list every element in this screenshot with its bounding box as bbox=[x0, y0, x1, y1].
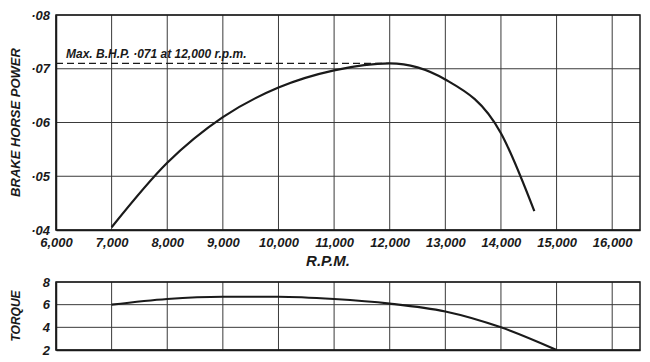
grid bbox=[56, 15, 640, 230]
grid-line-x bbox=[389, 282, 390, 350]
grid-line-x bbox=[612, 282, 613, 350]
grid-line-x bbox=[167, 282, 168, 350]
y-tick: 4 bbox=[42, 320, 56, 335]
y-tick: 2 bbox=[42, 343, 56, 358]
y-axis-line bbox=[56, 283, 58, 351]
x-tick-label: 15,000 bbox=[537, 235, 578, 250]
x-tick-label: 10,000 bbox=[259, 235, 300, 250]
plot-area bbox=[56, 63, 534, 227]
y-tick: ·08 bbox=[31, 8, 56, 23]
x-tick: 9,000 bbox=[207, 230, 240, 250]
x-tick-label: 8,000 bbox=[151, 235, 184, 250]
x-tick-label: 11,000 bbox=[315, 235, 355, 250]
y-tick: 8 bbox=[43, 275, 56, 290]
annotation-line bbox=[56, 63, 390, 64]
grid-line-x bbox=[278, 282, 279, 350]
plot-area bbox=[112, 297, 557, 350]
x-tick-label: 9,000 bbox=[207, 235, 240, 250]
x-tick: 13,000 bbox=[426, 230, 467, 250]
y-tick-label: ·08 bbox=[31, 8, 51, 23]
chart: 6,0007,0008,0009,00010,00011,00012,00013… bbox=[8, 8, 641, 269]
y-tick-label: ·07 bbox=[31, 61, 51, 76]
x-tick: 15,000 bbox=[537, 230, 578, 250]
grid-line-x bbox=[111, 282, 112, 350]
x-tick: 10,000 bbox=[259, 230, 300, 250]
grid-line-y bbox=[56, 176, 640, 177]
y-tick: ·04 bbox=[31, 223, 56, 238]
grid-line-x bbox=[556, 282, 557, 350]
chart: 2 4 6 8 TORQUE bbox=[9, 275, 641, 358]
y-tick-label: ·06 bbox=[31, 115, 51, 130]
x-axis: 6,0007,0008,0009,00010,00011,00012,00013… bbox=[40, 230, 640, 250]
grid-line-x bbox=[445, 282, 446, 350]
x-tick-label: 16,000 bbox=[593, 235, 634, 250]
y-axis-title: TORQUE bbox=[9, 289, 23, 341]
x-axis-line bbox=[57, 350, 641, 352]
x-axis-title: R.P.M. bbox=[306, 252, 350, 269]
y-axis: ·04 ·05 ·06 ·07 ·08 bbox=[31, 8, 56, 238]
grid-line-x bbox=[500, 282, 501, 350]
x-tick: 8,000 bbox=[151, 230, 184, 250]
y-axis-line bbox=[56, 16, 58, 231]
plot-frame bbox=[56, 15, 640, 230]
x-tick: 11,000 bbox=[315, 230, 355, 250]
y-axis: 2 4 6 8 bbox=[42, 275, 57, 358]
x-axis bbox=[57, 350, 641, 352]
grid-line-y bbox=[56, 304, 640, 305]
x-tick: 16,000 bbox=[593, 230, 634, 250]
grid-line-y bbox=[56, 327, 640, 328]
y-tick-label: ·04 bbox=[31, 223, 51, 238]
annotation-text: Max. B.H.P. ·071 at 12,000 r.p.m. bbox=[66, 47, 247, 61]
x-axis-line bbox=[57, 230, 641, 232]
x-tick-label: 13,000 bbox=[426, 235, 467, 250]
y-tick-label: ·05 bbox=[31, 169, 51, 184]
grid-line-y bbox=[56, 122, 640, 123]
y-tick: ·07 bbox=[31, 61, 56, 76]
x-tick-label: 7,000 bbox=[96, 235, 129, 250]
data-line bbox=[112, 297, 557, 350]
x-tick: 14,000 bbox=[482, 230, 523, 250]
y-tick-label: 4 bbox=[42, 320, 51, 335]
y-tick: 6 bbox=[43, 297, 56, 312]
grid-line-x bbox=[222, 282, 223, 350]
y-tick-label: 6 bbox=[43, 297, 51, 312]
figure: 6,0007,0008,0009,00010,00011,00012,00013… bbox=[0, 0, 650, 362]
y-tick-label: 2 bbox=[42, 343, 51, 358]
y-tick-label: 8 bbox=[43, 275, 51, 290]
x-tick-label: 12,000 bbox=[370, 235, 411, 250]
x-tick: 12,000 bbox=[370, 230, 411, 250]
y-tick: ·05 bbox=[31, 169, 56, 184]
plot-frame bbox=[56, 282, 640, 350]
grid-line-x bbox=[334, 282, 335, 350]
y-tick: ·06 bbox=[31, 115, 56, 130]
x-tick: 7,000 bbox=[96, 230, 129, 250]
y-axis-title: BRAKE HORSE POWER bbox=[8, 47, 23, 196]
x-tick-label: 14,000 bbox=[482, 235, 523, 250]
grid bbox=[56, 282, 640, 350]
data-line bbox=[112, 63, 535, 227]
